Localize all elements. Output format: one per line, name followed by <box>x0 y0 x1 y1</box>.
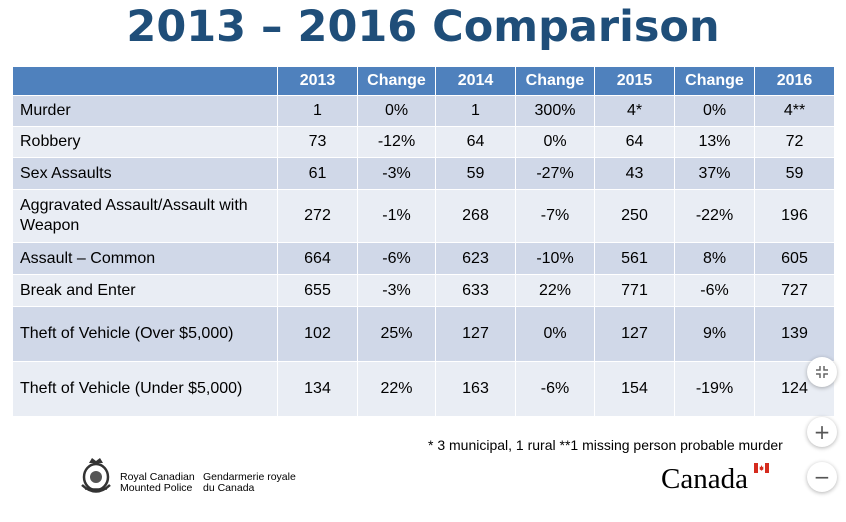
table-cell: 727 <box>754 274 835 307</box>
table-cell: 561 <box>594 242 675 275</box>
table-cell: -6% <box>674 274 755 307</box>
rcmp-crest-icon <box>81 458 111 493</box>
row-label: Aggravated Assault/Assault with Weapon <box>12 189 278 243</box>
table-cell: 623 <box>435 242 516 275</box>
row-label: Assault – Common <box>12 242 278 275</box>
table-cell: 13% <box>674 126 755 158</box>
header-cell-2014: 2014 <box>435 66 516 96</box>
table-row: Murder 1 0% 1 300% 4* 0% 4** <box>12 95 835 127</box>
table-cell: 134 <box>277 361 358 417</box>
table-cell: 127 <box>435 306 516 362</box>
row-label: Sex Assaults <box>12 157 278 190</box>
table-cell: -22% <box>674 189 755 243</box>
table-cell: 771 <box>594 274 675 307</box>
table-cell: 43 <box>594 157 675 190</box>
table-header-row: 2013 Change 2014 Change 2015 Change 2016 <box>12 66 835 96</box>
table-row: Break and Enter 655 -3% 633 22% 771 -6% … <box>12 274 835 307</box>
table-cell: 196 <box>754 189 835 243</box>
table-cell: -1% <box>357 189 436 243</box>
row-label: Theft of Vehicle (Under $5,000) <box>12 361 278 417</box>
canada-flag-icon <box>754 463 769 473</box>
slide-title: 2013 – 2016 Comparison <box>126 2 720 52</box>
zoom-in-button[interactable]: + <box>807 417 837 447</box>
fit-screen-button[interactable] <box>807 357 837 387</box>
table-cell: 0% <box>515 306 595 362</box>
table-cell: 664 <box>277 242 358 275</box>
header-cell-2016: 2016 <box>754 66 835 96</box>
table-cell: 1 <box>277 95 358 127</box>
table-cell: -19% <box>674 361 755 417</box>
table-cell: 59 <box>754 157 835 190</box>
rcmp-en-line: Mounted Police <box>120 482 193 494</box>
comparison-table: 2013 Change 2014 Change 2015 Change 2016… <box>12 66 835 417</box>
table-cell: -6% <box>515 361 595 417</box>
table-cell: 22% <box>357 361 436 417</box>
table-cell: 633 <box>435 274 516 307</box>
table-cell: 605 <box>754 242 835 275</box>
table-cell: 268 <box>435 189 516 243</box>
minus-icon: − <box>813 465 831 489</box>
table-cell: 25% <box>357 306 436 362</box>
table-cell: 37% <box>674 157 755 190</box>
table-cell: -12% <box>357 126 436 158</box>
table-cell: 0% <box>515 126 595 158</box>
table-cell: 250 <box>594 189 675 243</box>
header-cell-2015: 2015 <box>594 66 675 96</box>
table-cell: 163 <box>435 361 516 417</box>
table-cell: 64 <box>594 126 675 158</box>
table-row: Sex Assaults 61 -3% 59 -27% 43 37% 59 <box>12 157 835 190</box>
table-cell: 127 <box>594 306 675 362</box>
rcmp-name-english: Royal Canadian Mounted Police <box>120 472 195 494</box>
footnote: * 3 municipal, 1 rural **1 missing perso… <box>428 437 783 453</box>
table-cell: 655 <box>277 274 358 307</box>
table-cell: -27% <box>515 157 595 190</box>
zoom-out-button[interactable]: − <box>807 462 837 492</box>
header-cell-2013: 2013 <box>277 66 358 96</box>
table-cell: 61 <box>277 157 358 190</box>
table-row: Theft of Vehicle (Over $5,000) 102 25% 1… <box>12 306 835 362</box>
table-cell: 0% <box>674 95 755 127</box>
rcmp-en-line: Royal Canadian <box>120 471 195 483</box>
table-cell: 1 <box>435 95 516 127</box>
table-cell: 0% <box>357 95 436 127</box>
table-cell: 4** <box>754 95 835 127</box>
table-cell: 300% <box>515 95 595 127</box>
table-cell: 59 <box>435 157 516 190</box>
header-cell-label <box>12 66 278 96</box>
header-cell-change: Change <box>674 66 755 96</box>
table-cell: -10% <box>515 242 595 275</box>
table-row: Robbery 73 -12% 64 0% 64 13% 72 <box>12 126 835 158</box>
fit-screen-icon <box>816 366 828 378</box>
rcmp-name-french: Gendarmerie royale du Canada <box>203 472 296 494</box>
table-cell: -3% <box>357 274 436 307</box>
plus-icon: + <box>813 420 831 444</box>
table-cell: 9% <box>674 306 755 362</box>
table-cell: 72 <box>754 126 835 158</box>
table-row: Theft of Vehicle (Under $5,000) 134 22% … <box>12 361 835 417</box>
table-cell: 272 <box>277 189 358 243</box>
table-row: Aggravated Assault/Assault with Weapon 2… <box>12 189 835 243</box>
table-cell: 64 <box>435 126 516 158</box>
table-cell: 8% <box>674 242 755 275</box>
table-row: Assault – Common 664 -6% 623 -10% 561 8%… <box>12 242 835 275</box>
row-label: Robbery <box>12 126 278 158</box>
table-cell: 4* <box>594 95 675 127</box>
table-cell: -6% <box>357 242 436 275</box>
row-label: Break and Enter <box>12 274 278 307</box>
table-cell: 22% <box>515 274 595 307</box>
header-cell-change: Change <box>515 66 595 96</box>
canada-wordmark: Canada <box>661 463 748 495</box>
rcmp-fr-line: Gendarmerie royale <box>203 471 296 483</box>
header-cell-change: Change <box>357 66 436 96</box>
table-cell: 73 <box>277 126 358 158</box>
table-cell: 102 <box>277 306 358 362</box>
table-cell: -3% <box>357 157 436 190</box>
row-label: Theft of Vehicle (Over $5,000) <box>12 306 278 362</box>
table-cell: -7% <box>515 189 595 243</box>
row-label: Murder <box>12 95 278 127</box>
table-cell: 154 <box>594 361 675 417</box>
rcmp-fr-line: du Canada <box>203 482 255 494</box>
table-cell: 139 <box>754 306 835 362</box>
